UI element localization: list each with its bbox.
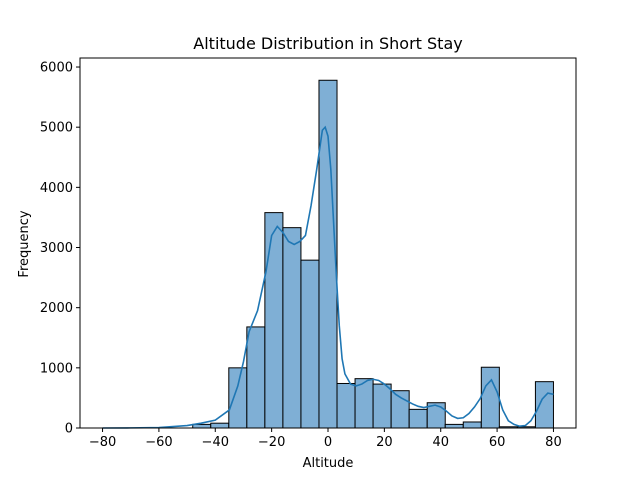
bars-layer bbox=[192, 79, 554, 429]
histogram-bar bbox=[246, 326, 266, 429]
histogram-bar bbox=[534, 381, 554, 429]
x-axis-label: Altitude bbox=[303, 456, 354, 471]
x-tick-label: −40 bbox=[202, 435, 229, 450]
histogram-bar bbox=[462, 421, 482, 429]
y-axis-ticks: 0 1000 2000 3000 4000 5000 6000 bbox=[40, 61, 80, 437]
x-tick-label: 0 bbox=[324, 435, 332, 450]
kde-curve bbox=[102, 125, 554, 429]
y-tick-label: 4000 bbox=[40, 181, 73, 196]
histogram-bar bbox=[372, 383, 392, 429]
histogram-bar bbox=[480, 366, 500, 429]
chart-title: Altitude Distribution in Short Stay bbox=[193, 34, 462, 53]
histogram-bar bbox=[336, 382, 356, 429]
x-tick-label: −20 bbox=[258, 435, 285, 450]
histogram-bar bbox=[408, 408, 428, 429]
histogram-bar bbox=[300, 259, 320, 429]
y-tick-label: 1000 bbox=[40, 361, 73, 376]
x-tick-label: 40 bbox=[432, 435, 449, 450]
histogram-bar bbox=[228, 367, 248, 429]
histogram-bar bbox=[282, 227, 302, 429]
histogram-bar bbox=[210, 422, 230, 429]
x-axis-ticks: −80 −60 −40 −20 0 20 40 60 80 bbox=[89, 428, 562, 450]
y-tick-label: 3000 bbox=[40, 241, 73, 256]
y-tick-label: 6000 bbox=[40, 61, 73, 76]
histogram-bar bbox=[444, 423, 464, 429]
x-tick-label: 60 bbox=[489, 435, 506, 450]
x-tick-label: 20 bbox=[376, 435, 393, 450]
y-tick-label: 2000 bbox=[40, 301, 73, 316]
y-axis-label: Frequency bbox=[17, 210, 32, 277]
y-tick-label: 5000 bbox=[40, 121, 73, 136]
x-tick-label: −80 bbox=[89, 435, 116, 450]
x-tick-label: 80 bbox=[545, 435, 562, 450]
y-tick-label: 0 bbox=[65, 422, 73, 437]
x-tick-label: −60 bbox=[145, 435, 172, 450]
histogram-bar bbox=[264, 212, 284, 429]
